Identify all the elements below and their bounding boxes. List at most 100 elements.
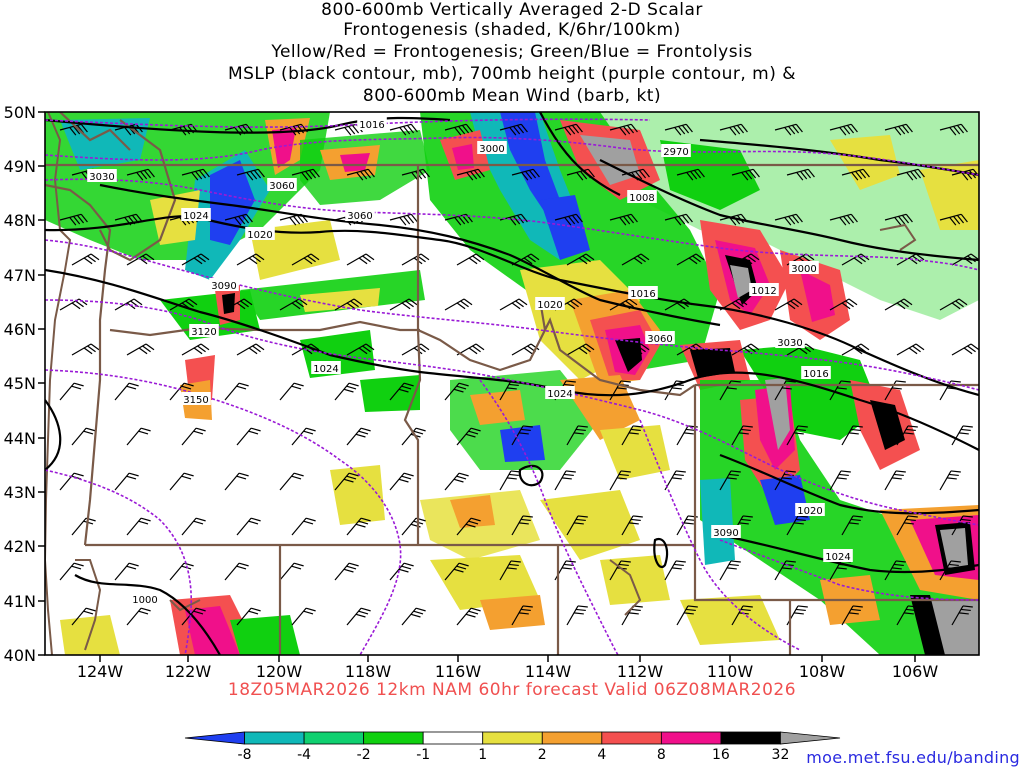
colorbar-swatch [660,731,722,745]
wind-barb [884,298,913,311]
wind-barb [456,427,481,446]
height-label: 3030 [775,335,805,349]
wind-barb [939,123,968,136]
wind-barb [291,253,320,266]
svg-text:1012: 1012 [751,286,776,297]
wind-barb [841,168,870,181]
colorbar-swatch [422,731,484,745]
wind-barb [346,253,375,266]
contour-labels: 1016 1008 1024 1020 1016 1012 1016 1020 1024 1020… [87,117,853,606]
wind-barb [291,168,320,181]
lon-label: 124W [77,662,124,681]
wind-barb [554,470,576,491]
lat-label: 42N [4,537,36,556]
wind-barb [829,470,851,491]
wind-barb [389,123,418,136]
wind-barb [444,298,473,311]
wind-barb [71,343,100,356]
wind-barb [896,605,918,626]
wind-barb [126,427,151,446]
wind-barb [676,168,705,181]
mslp-label: 1020 [245,227,275,241]
colorbar-swatch [363,731,424,745]
wind-barb [786,605,808,626]
svg-text:1024: 1024 [313,364,338,375]
wind-barb [456,517,481,536]
wind-barb [279,298,308,311]
wind-barb [346,607,371,626]
wind-barb [224,213,253,226]
wind-barb [334,472,359,491]
wind-barb [444,562,469,581]
colorbar-swatch [244,731,305,745]
height-label: 3000 [477,141,507,155]
mslp-label: 1016 [357,117,387,131]
wind-barb [719,560,741,581]
wind-barb [719,123,748,136]
colorbar-swatch [482,731,543,745]
latitude-axis: 50N 49N 48N 47N 46N 45N 44N 43N 42N 41N 40N [4,103,45,665]
lat-label: 41N [4,592,36,611]
wind-barb [566,168,595,181]
wind-barb [896,253,925,266]
wind-barb [346,168,375,181]
wind-barb [841,515,863,536]
svg-text:1024: 1024 [547,389,572,400]
wind-barb [456,607,481,626]
wind-barb [664,560,686,581]
wind-barb [609,123,638,136]
wind-barb [114,382,139,401]
coastline [45,112,917,655]
wind-barb [71,427,96,446]
colorbar-label: -2 [357,747,371,763]
wind-barb [939,298,968,311]
svg-text:1016: 1016 [630,289,655,300]
colorbar-swatch [184,731,245,745]
wind-barb [566,343,595,356]
svg-text:1020: 1020 [797,506,822,517]
wind-barb [774,298,803,311]
wind-barb [841,425,863,446]
svg-text:1020: 1020 [247,230,272,241]
wind-barb [236,343,265,356]
lon-label: 114W [525,662,572,681]
wind-barb [884,213,913,226]
colorbar-swatch [780,731,841,745]
colorbar-label: -8 [238,747,252,763]
wind-barb [951,605,973,626]
wind-barb [829,298,858,311]
svg-text:3150: 3150 [183,395,208,406]
wind-barb [279,382,304,401]
wind-barb [731,343,760,356]
height-label: 3060 [645,331,675,345]
mslp-label: 1016 [628,286,658,300]
wind-barb [731,253,760,266]
svg-text:3060: 3060 [347,211,372,222]
title-line-4: MSLP (black contour, mb), 700mb height (… [227,64,797,84]
svg-text:3090: 3090 [713,528,738,539]
wind-barb [566,515,588,536]
height-label: 3060 [267,178,297,192]
svg-text:1000: 1000 [132,595,157,606]
credit-link[interactable]: moe.met.fsu.edu/banding [806,748,1020,767]
lat-label: 49N [4,157,36,176]
map-area [45,112,979,655]
wind-barb [829,213,858,226]
wind-barb [334,382,359,401]
colorbar-label: 8 [657,747,666,763]
wind-barb [71,607,96,626]
wind-barb [664,123,693,136]
lat-label: 46N [4,320,36,339]
svg-text:2970: 2970 [663,147,688,158]
wind-barb [896,515,918,536]
wind-barb [444,382,469,401]
wind-barb [939,213,968,226]
wind-barb [609,470,631,491]
title-line-1: 800-600mb Vertically Averaged 2-D Scalar [321,0,703,20]
title-line-3: Yellow/Red = Frontogenesis; Green/Blue =… [271,42,753,62]
wind-barb [499,560,521,581]
colorbar-label: 32 [772,747,790,763]
wind-barb [609,560,631,581]
wind-barb [236,517,261,536]
